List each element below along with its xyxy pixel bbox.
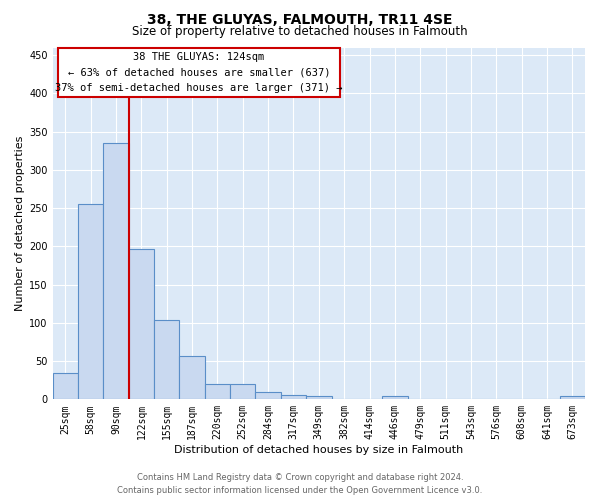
Bar: [230, 384, 256, 400]
Text: Size of property relative to detached houses in Falmouth: Size of property relative to detached ho…: [132, 25, 468, 38]
Text: 38 THE GLUYAS: 124sqm
← 63% of detached houses are smaller (637)
37% of semi-det: 38 THE GLUYAS: 124sqm ← 63% of detached …: [55, 52, 343, 93]
Text: Contains HM Land Registry data © Crown copyright and database right 2024.
Contai: Contains HM Land Registry data © Crown c…: [118, 474, 482, 495]
Bar: [382, 396, 407, 400]
Bar: [281, 394, 306, 400]
Text: 38, THE GLUYAS, FALMOUTH, TR11 4SE: 38, THE GLUYAS, FALMOUTH, TR11 4SE: [147, 12, 453, 26]
Bar: [179, 356, 205, 400]
Bar: [103, 143, 129, 400]
Bar: [78, 204, 103, 400]
Bar: [560, 396, 585, 400]
X-axis label: Distribution of detached houses by size in Falmouth: Distribution of detached houses by size …: [174, 445, 463, 455]
Bar: [205, 384, 230, 400]
Bar: [306, 396, 332, 400]
FancyBboxPatch shape: [58, 48, 340, 97]
Bar: [129, 248, 154, 400]
Y-axis label: Number of detached properties: Number of detached properties: [15, 136, 25, 311]
Bar: [256, 392, 281, 400]
Bar: [53, 372, 78, 400]
Bar: [154, 320, 179, 400]
